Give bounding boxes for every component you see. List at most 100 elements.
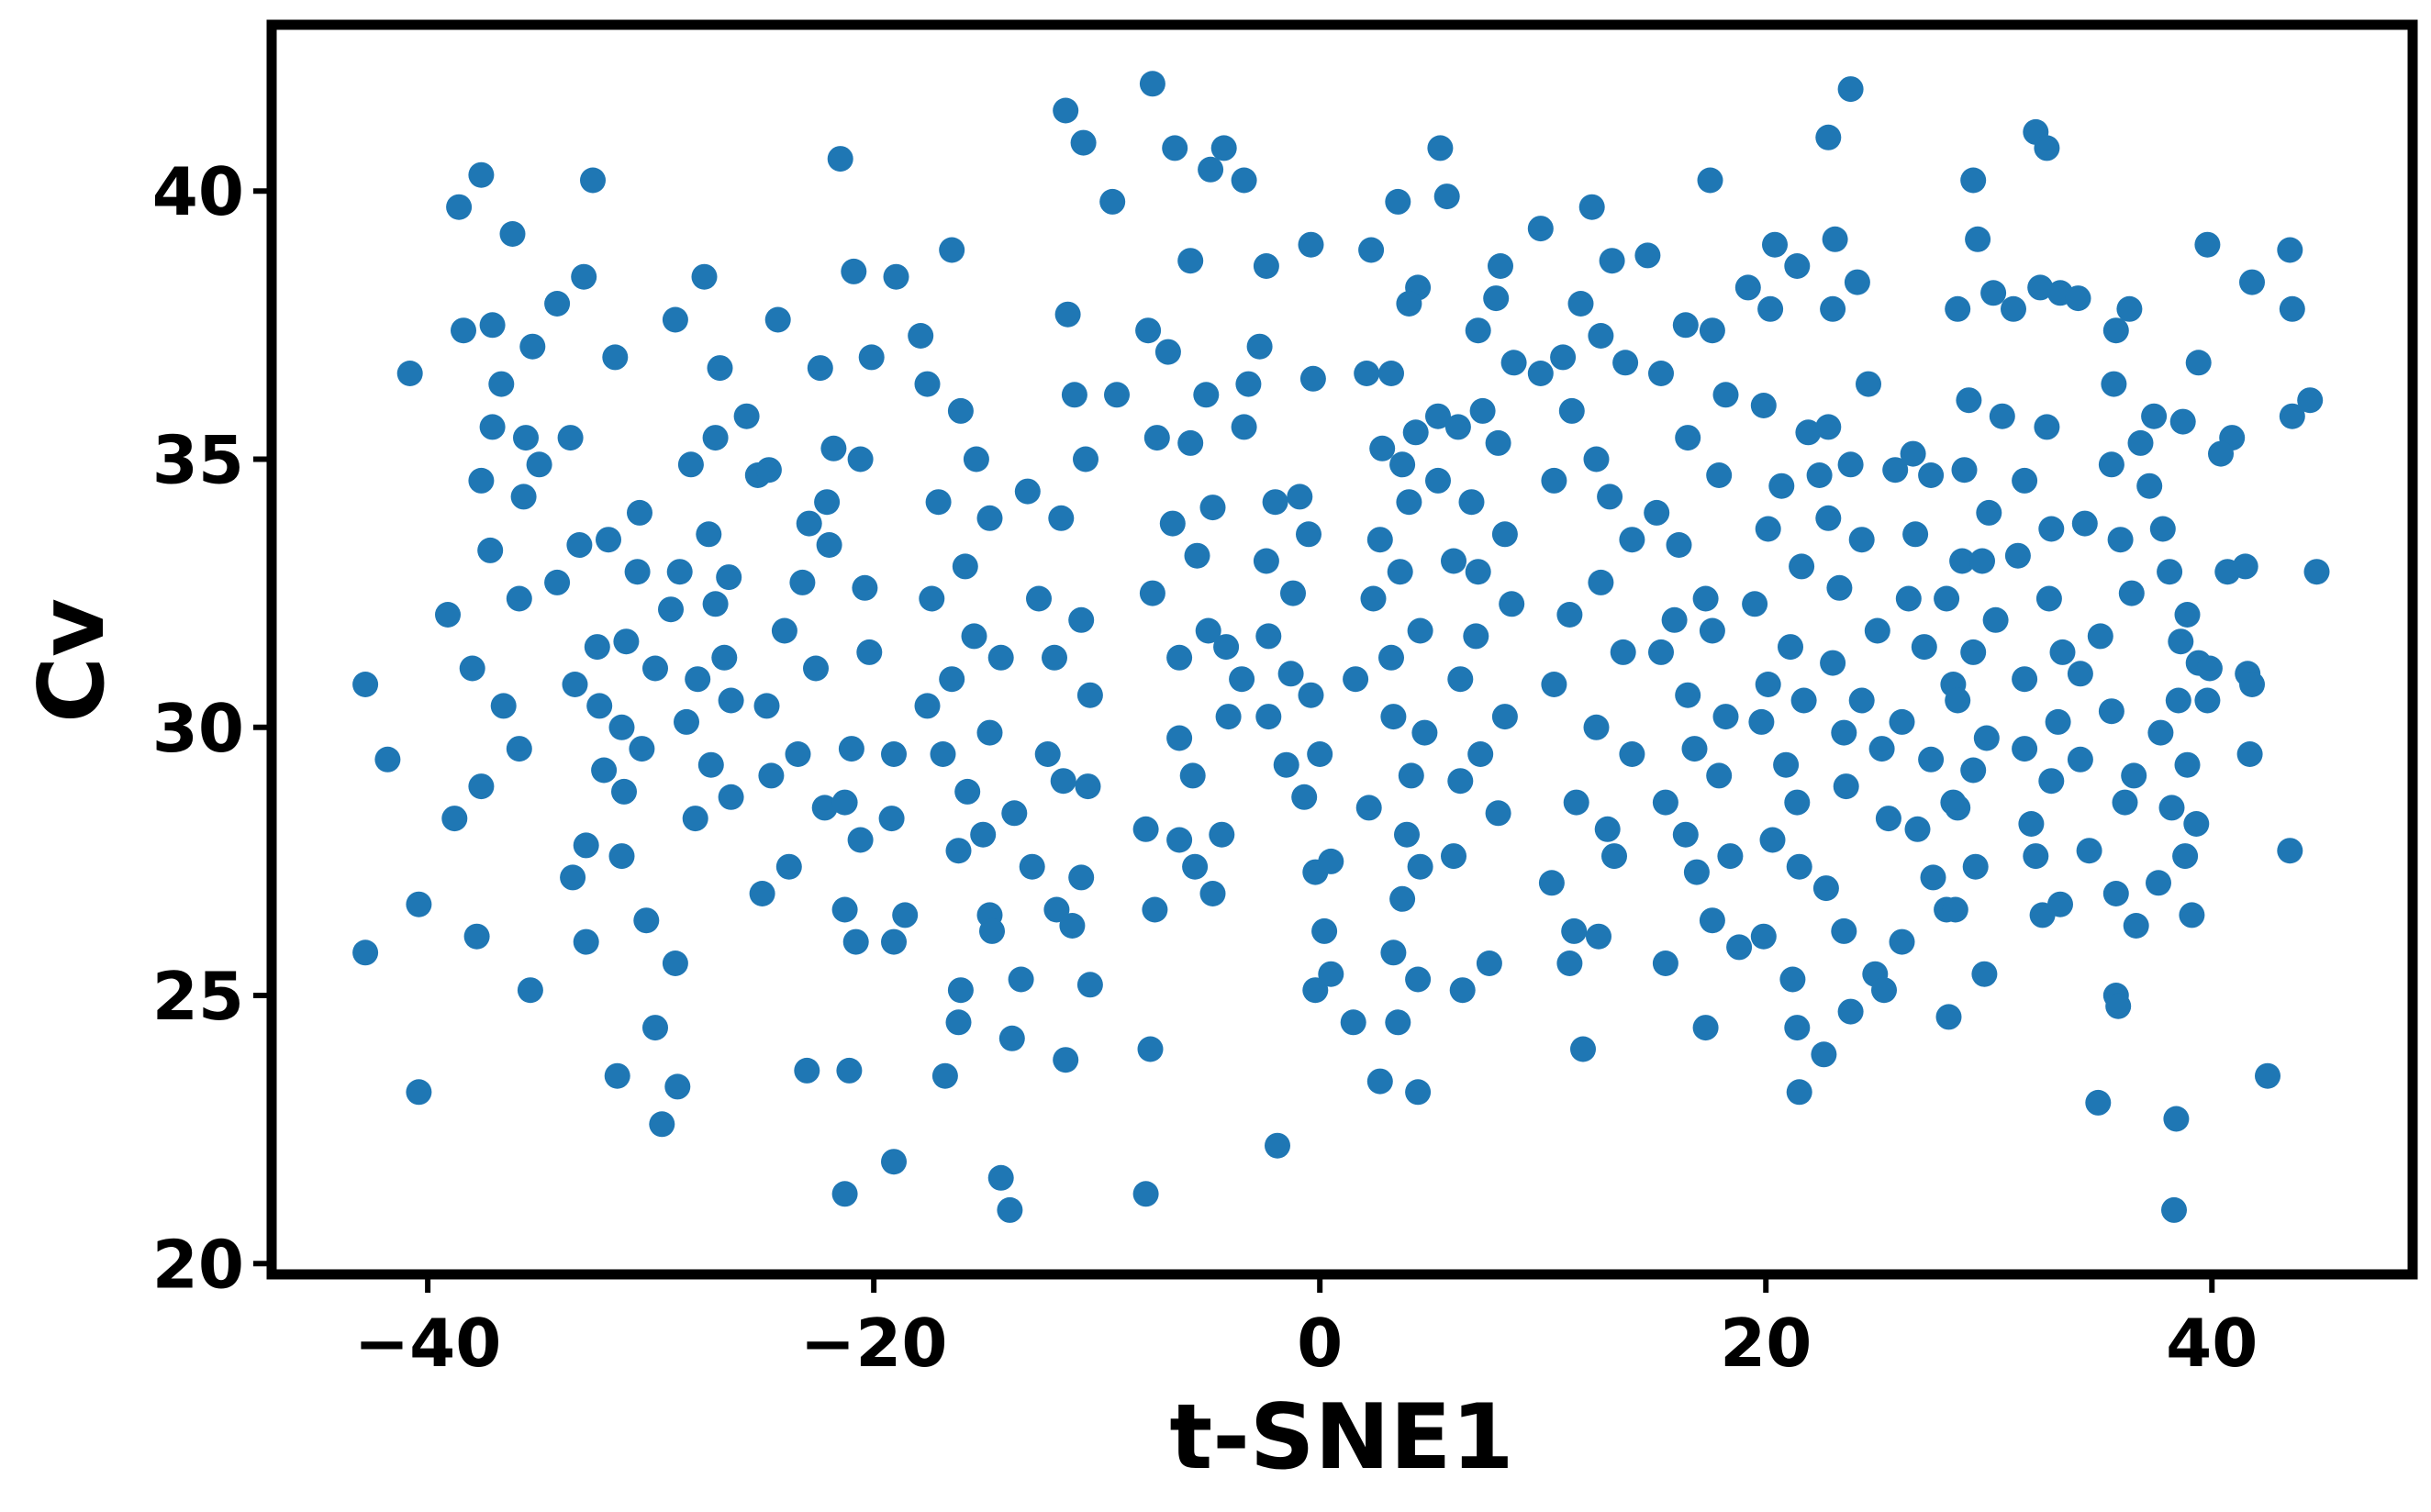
data-point (1556, 951, 1583, 976)
data-point (1099, 188, 1126, 215)
data-point (1527, 216, 1554, 242)
data-point (1706, 762, 1733, 789)
y-tick-label: 25 (152, 958, 244, 1035)
data-point (1210, 135, 1237, 161)
data-point (2027, 274, 2054, 301)
data-point (831, 1181, 858, 1207)
data-point (1318, 961, 1344, 987)
data-point (2067, 661, 2093, 687)
data-point (838, 736, 864, 762)
data-point (1789, 553, 1815, 580)
data-point (1076, 972, 1103, 998)
data-point (1712, 382, 1739, 408)
data-point (519, 333, 546, 360)
data-point (1425, 467, 1451, 494)
data-point (1255, 623, 1282, 650)
x-tick-label: 0 (1297, 1305, 1343, 1382)
data-point (1848, 687, 1875, 714)
data-point (1398, 762, 1424, 789)
data-point (2098, 451, 2124, 478)
data-point (1583, 446, 1610, 472)
data-point (602, 344, 629, 371)
data-point (914, 371, 941, 397)
data-point (1945, 295, 1971, 322)
data-point (1757, 295, 1784, 322)
data-point (642, 1015, 668, 1041)
data-point (1681, 736, 1708, 762)
data-point (1137, 1036, 1164, 1062)
data-point (2127, 429, 2154, 456)
data-point (1311, 917, 1338, 944)
data-point (945, 838, 972, 864)
data-point (1068, 606, 1095, 633)
data-point (1389, 451, 1416, 478)
data-point (1198, 156, 1224, 183)
data-point (1402, 419, 1429, 446)
data-point (2029, 902, 2056, 928)
data-point (2012, 666, 2038, 693)
data-point (952, 553, 978, 580)
data-point (1599, 248, 1625, 274)
data-point (1918, 746, 1945, 773)
data-point (1465, 317, 1491, 344)
data-point (697, 751, 724, 778)
data-point (841, 258, 867, 284)
data-point (2208, 440, 2234, 467)
data-point (658, 596, 684, 623)
data-point (1784, 789, 1811, 816)
data-point (1965, 226, 1991, 252)
data-point (939, 237, 965, 263)
data-point (441, 806, 468, 832)
data-point (1541, 672, 1567, 697)
data-point (1951, 457, 1978, 484)
data-point (1699, 617, 1725, 644)
data-point (1491, 521, 1518, 548)
data-point (1355, 795, 1382, 821)
x-tick-label: −20 (800, 1305, 948, 1382)
data-point (1578, 194, 1605, 220)
data-point (1750, 923, 1777, 950)
data-point (1601, 843, 1627, 870)
data-point (1768, 472, 1795, 499)
data-point (374, 746, 401, 773)
data-point (1298, 231, 1324, 258)
data-point (1644, 499, 1670, 526)
data-point (1561, 917, 1588, 944)
data-point (1583, 714, 1610, 740)
data-point (2174, 602, 2201, 628)
data-point (954, 778, 981, 805)
y-tick-label: 20 (152, 1226, 244, 1303)
data-point (1061, 382, 1087, 408)
y-tick-label: 35 (152, 421, 244, 498)
data-point (749, 881, 775, 906)
data-point (2118, 580, 2145, 606)
data-point (1612, 350, 1639, 376)
data-point (2085, 1089, 2112, 1116)
data-point (1815, 124, 1842, 150)
data-point (1340, 1009, 1366, 1036)
data-point (1307, 741, 1333, 767)
data-point (1837, 451, 1864, 478)
data-point (1837, 76, 1864, 103)
data-point (1053, 97, 1079, 124)
data-point (435, 602, 461, 628)
data-point (2157, 559, 2183, 585)
data-point (707, 355, 733, 382)
data-point (1277, 661, 1304, 687)
data-point (1159, 510, 1186, 537)
data-point (1742, 591, 1768, 617)
data-point (584, 634, 610, 661)
data-point (2169, 408, 2196, 435)
data-point (892, 902, 919, 928)
data-point (1491, 704, 1518, 730)
data-point (1104, 382, 1130, 408)
data-point (2038, 516, 2065, 542)
data-point (557, 425, 584, 451)
data-point (1820, 295, 1846, 322)
data-point (1837, 998, 1864, 1025)
data-point (1360, 585, 1387, 612)
data-point (571, 263, 597, 290)
data-point (1538, 870, 1565, 896)
data-point (1597, 484, 1623, 510)
data-point (987, 1164, 1014, 1191)
